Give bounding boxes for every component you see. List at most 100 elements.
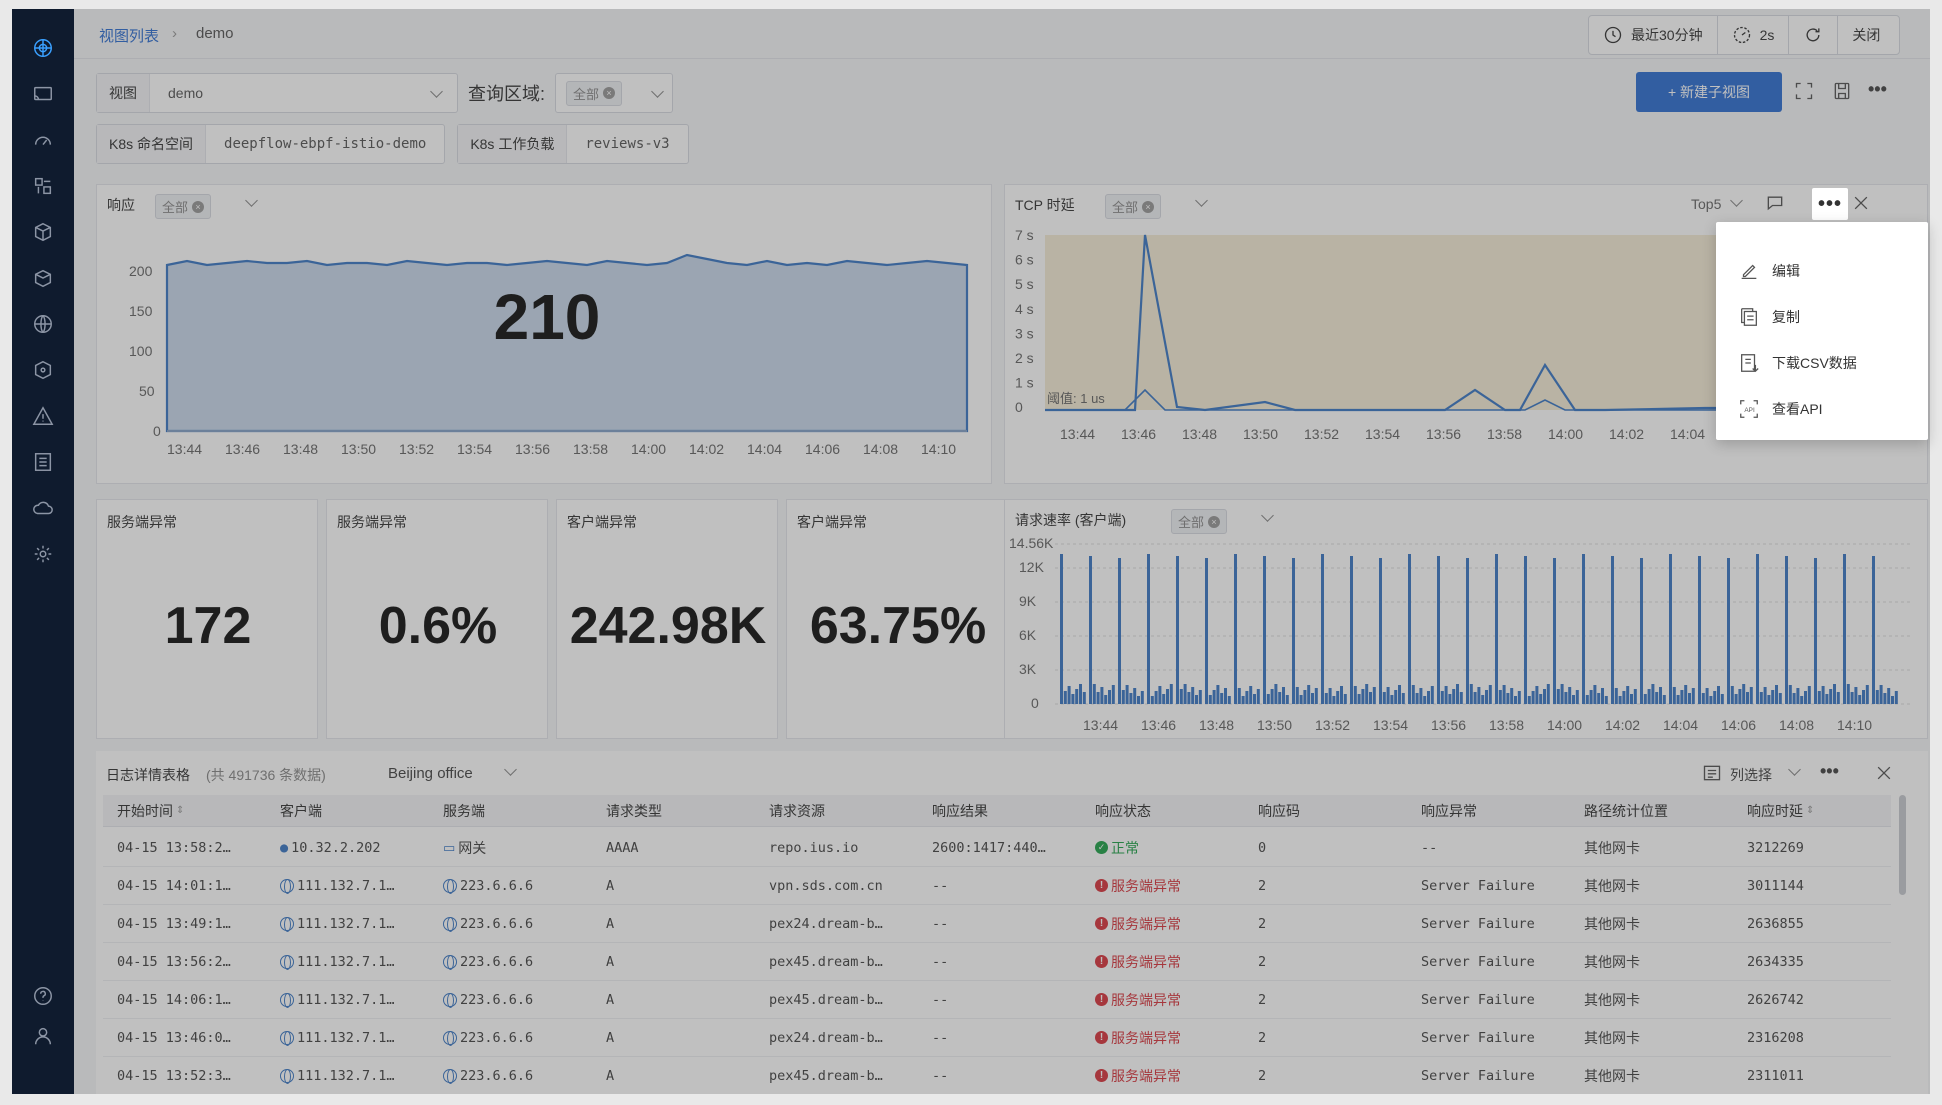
xtick-label: 13:54 [1365, 426, 1400, 442]
sort-icon[interactable]: ⇕ [1806, 805, 1815, 816]
rate-bar [1669, 554, 1672, 704]
column-icon[interactable] [1702, 763, 1722, 783]
chip-close-icon[interactable]: × [1142, 200, 1155, 213]
close-icon[interactable] [1851, 193, 1871, 213]
menu-item-copy[interactable]: 复制 [1738, 306, 1800, 328]
alert-icon[interactable] [29, 402, 57, 430]
rate-bar [1343, 694, 1347, 704]
column-header[interactable]: 响应异常 [1407, 801, 1570, 821]
refresh-button[interactable] [1789, 16, 1839, 54]
k8s-namespace-filter[interactable]: K8s 命名空间 deepflow-ebpf-istio-demo [96, 124, 446, 164]
more-options-icon[interactable]: ••• [1820, 761, 1839, 781]
network-icon[interactable] [29, 310, 57, 338]
rate-bar [1807, 686, 1811, 704]
close-icon[interactable] [1874, 763, 1894, 783]
cell-text: pex45.dream-b… [769, 953, 883, 970]
column-header[interactable]: 响应时延 ⇕ [1733, 801, 1883, 821]
chip-close-icon[interactable]: × [1208, 515, 1221, 528]
filter-chip[interactable]: 全部 × [1105, 194, 1162, 219]
column-header[interactable]: 路径统计位置 [1570, 801, 1733, 821]
menu-item-edit[interactable]: 编辑 [1738, 260, 1800, 282]
k8s-workload-filter[interactable]: K8s 工作负载 reviews-v3 [457, 124, 689, 164]
cell-text: 04-15 14:06:1… [117, 991, 231, 1008]
time-range-button[interactable]: 最近30分钟 [1589, 16, 1718, 54]
rate-bar [1071, 694, 1075, 704]
chip-close-icon[interactable]: × [603, 87, 616, 99]
table-scrollbar[interactable] [1899, 795, 1906, 895]
rate-bar [1630, 694, 1633, 704]
rate-bar [1800, 696, 1804, 704]
stat-card: 客户端异常 63.75% [786, 499, 1008, 739]
table-title: 日志详情表格 [106, 767, 190, 783]
column-select-button[interactable]: 列选择 [1730, 767, 1772, 783]
topn-select[interactable]: Top5 [1691, 196, 1722, 212]
help-icon[interactable] [29, 982, 57, 1010]
table-cell-client: 111.132.7.1… [266, 916, 429, 932]
chip-close-icon[interactable]: × [192, 200, 205, 213]
column-header[interactable]: 响应码 [1244, 801, 1407, 821]
region-select[interactable]: Beijing office [388, 765, 473, 782]
dashboard-icon[interactable] [29, 126, 57, 154]
screen-icon[interactable] [29, 80, 57, 108]
cell-text: 2 [1258, 915, 1267, 932]
list-icon[interactable] [29, 448, 57, 476]
more-options-icon[interactable]: ••• [1812, 188, 1848, 220]
menu-item-download-csv[interactable]: 下载CSV数据 [1738, 352, 1857, 374]
logo-icon[interactable] [29, 34, 57, 62]
column-header[interactable]: 请求类型 [592, 801, 755, 821]
cloud-icon[interactable] [29, 494, 57, 522]
stat-value: 172 [164, 597, 252, 655]
cube-icon[interactable] [29, 218, 57, 246]
app-icon[interactable] [29, 172, 57, 200]
column-header[interactable]: 服务端 [429, 801, 592, 821]
column-header[interactable]: 开始时间 ⇕ [103, 801, 266, 821]
query-region-select[interactable]: 全部 × [555, 73, 674, 113]
table-row[interactable]: 04-15 13:58:2… ● 10.32.2.202 ▭ 网关 AAAA repo.iu… [103, 829, 1891, 867]
sort-icon[interactable]: ⇕ [176, 805, 185, 816]
rate-bar [1415, 693, 1419, 704]
new-subview-button[interactable]: + 新建子视图 [1636, 72, 1782, 112]
column-header-label: 路径统计位置 [1584, 802, 1668, 819]
save-icon[interactable] [1832, 81, 1852, 101]
column-header[interactable]: 请求资源 [755, 801, 918, 821]
query-region-label: 查询区域: [468, 84, 546, 104]
view-select[interactable]: 视图 demo [96, 73, 458, 113]
rate-bar [1179, 689, 1183, 704]
close-button[interactable]: 关闭 [1838, 16, 1894, 54]
rate-bar [1303, 690, 1307, 704]
region-chip[interactable]: 全部 × [566, 80, 623, 106]
breadcrumb-parent[interactable]: 视图列表 [99, 28, 160, 45]
settings-icon[interactable] [29, 540, 57, 568]
fullscreen-icon[interactable] [1794, 81, 1814, 101]
rate-bar [1688, 693, 1691, 704]
globe-icon [280, 1030, 294, 1046]
column-header[interactable]: 响应状态 [1081, 801, 1244, 821]
compare-icon[interactable] [1765, 193, 1785, 213]
xtick-label: 13:54 [1373, 717, 1408, 733]
filter-chip[interactable]: 全部 × [155, 194, 212, 219]
rate-bar [1328, 688, 1332, 704]
rate-bar [1332, 696, 1336, 704]
column-header[interactable]: 客户端 [266, 801, 429, 821]
filter-chip[interactable]: 全部 × [1171, 509, 1228, 534]
rate-bar [1506, 693, 1510, 704]
user-icon[interactable] [29, 1022, 57, 1050]
table-cell-client: 111.132.7.1… [266, 992, 429, 1008]
refresh-interval-button[interactable]: 2s [1718, 16, 1790, 54]
table-cell-resource: pex45.dream-b… [755, 1068, 918, 1084]
column-header[interactable]: 响应结果 [918, 801, 1081, 821]
menu-item-view-api[interactable]: API 查看API [1738, 398, 1823, 420]
location-icon: ● [280, 839, 289, 856]
table-cell-server: 223.6.6.6 [429, 1068, 592, 1084]
resource-icon[interactable] [29, 356, 57, 384]
globe-icon [280, 878, 294, 894]
box-icon[interactable] [29, 264, 57, 292]
more-options-icon[interactable]: ••• [1868, 79, 1887, 99]
rate-bar [1572, 695, 1575, 704]
